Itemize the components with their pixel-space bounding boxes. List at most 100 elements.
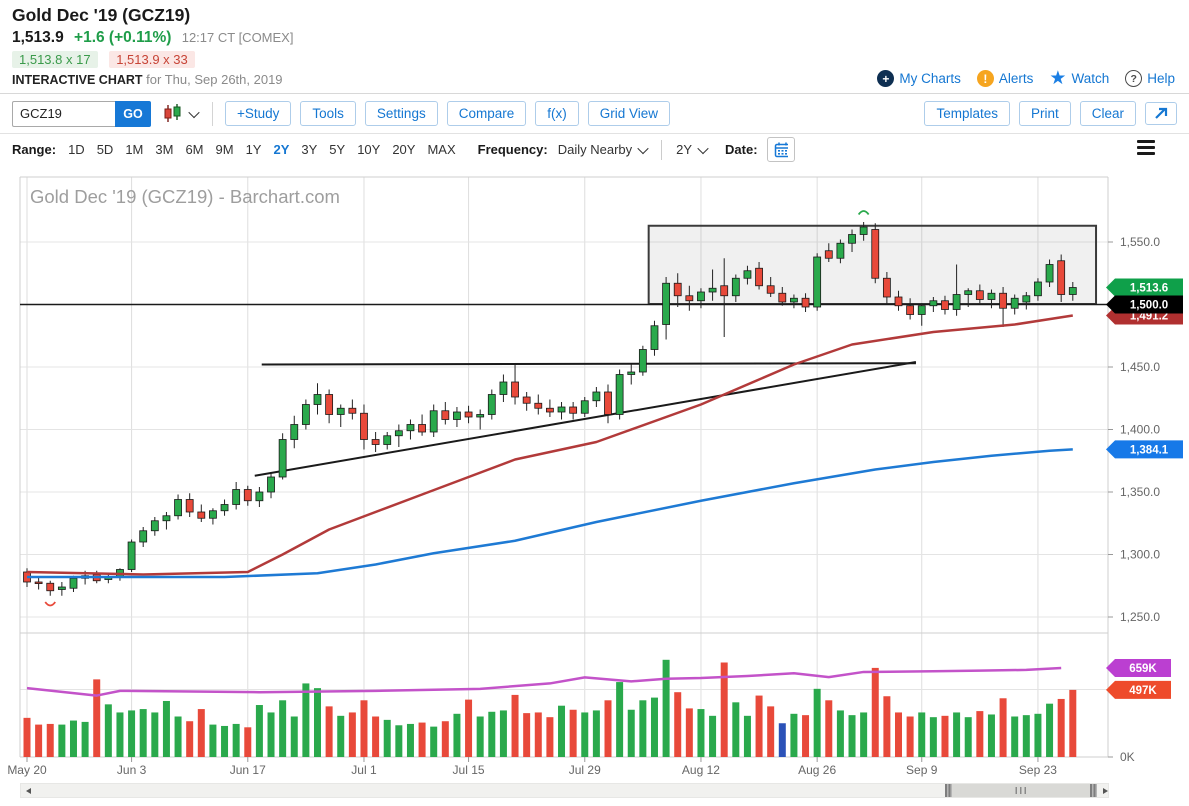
range-separator	[661, 139, 663, 160]
price-chart[interactable]: Gold Dec '19 (GCZ19) - Barchart.com 1,550…	[0, 166, 1189, 780]
question-mark-icon: ?	[1125, 70, 1143, 87]
svg-text:Jul 29: Jul 29	[569, 763, 601, 777]
range-option-max[interactable]: MAX	[427, 142, 456, 157]
go-button[interactable]: GO	[115, 100, 151, 127]
chart-scrollbar-thumb[interactable]	[945, 784, 1097, 797]
svg-text:Jun 17: Jun 17	[230, 763, 266, 777]
range-option-20y[interactable]: 20Y	[392, 142, 416, 157]
red-moving-average-line	[26, 314, 1073, 576]
interactive-chart-label: INTERACTIVE CHART	[12, 73, 143, 87]
quote-time: 12:17 CT [COMEX]	[181, 30, 294, 45]
scrollbar-left-arrow-icon[interactable]	[26, 788, 31, 794]
watch-link[interactable]: ★ Watch	[1049, 68, 1110, 89]
price-badge	[1106, 295, 1183, 314]
toolbar-button-print[interactable]: Print	[1018, 101, 1071, 126]
price-badge	[1106, 278, 1183, 297]
scrollbar-right-handle[interactable]	[1090, 784, 1097, 797]
bid-ask-row: 1,513.8 x 17 1,513.9 x 33	[12, 51, 195, 68]
calendar-icon	[774, 142, 788, 157]
expand-chart-button[interactable]	[1145, 102, 1177, 125]
range-option-9m[interactable]: 9M	[215, 142, 234, 157]
chart-watermark: Gold Dec '19 (GCZ19) - Barchart.com	[30, 186, 340, 207]
chevron-down-icon	[637, 142, 649, 154]
volume-bars-layer	[23, 659, 1077, 757]
alert-icon: !	[976, 70, 994, 87]
svg-text:1,350.0: 1,350.0	[1120, 485, 1160, 499]
scrollbar-right-arrow-icon[interactable]	[1103, 788, 1108, 794]
volume-badge	[1106, 680, 1171, 699]
toolbar-button-templates[interactable]: Templates	[924, 101, 1010, 126]
toolbar-button-study[interactable]: +Study	[225, 101, 292, 126]
price-change: +1.6 (+0.11%)	[74, 29, 172, 46]
period-dropdown[interactable]: 2Y	[676, 142, 709, 157]
toolbar-button-clear[interactable]: Clear	[1079, 101, 1136, 126]
range-option-1d[interactable]: 1D	[68, 142, 85, 157]
toolbar-button-grid-view[interactable]: Grid View	[587, 101, 671, 126]
candles-layer	[23, 222, 1077, 596]
toolbar-button-compare[interactable]: Compare	[446, 101, 527, 126]
scrollbar-left-handle[interactable]	[945, 784, 952, 797]
svg-text:1,300.0: 1,300.0	[1120, 548, 1160, 562]
frequency-dropdown[interactable]: Daily Nearby	[557, 142, 649, 157]
svg-text:1,500.0: 1,500.0	[1130, 300, 1168, 312]
chart-menu-icon[interactable]	[1137, 140, 1155, 159]
scrollbar-grip-icon	[1015, 787, 1027, 794]
range-option-6m[interactable]: 6M	[185, 142, 204, 157]
chart-type-dropdown[interactable]	[163, 104, 200, 123]
help-link[interactable]: ? Help	[1125, 70, 1175, 87]
toolbar-button-f-x[interactable]: f(x)	[535, 101, 579, 126]
ask-size-badge: 1,513.9 x 33	[109, 51, 195, 68]
frequency-value: Daily Nearby	[557, 142, 633, 157]
chart-scrollbar-track[interactable]	[20, 783, 1109, 798]
range-option-1y[interactable]: 1Y	[245, 142, 262, 157]
svg-text:1,400.0: 1,400.0	[1120, 423, 1160, 437]
high-marker	[857, 210, 870, 216]
volume-badge	[1106, 659, 1171, 678]
watch-label: Watch	[1071, 71, 1110, 86]
svg-text:Sep 23: Sep 23	[1019, 763, 1057, 777]
my-charts-link[interactable]: + My Charts	[877, 70, 961, 87]
plus-circle-icon: +	[877, 70, 895, 87]
svg-text:1,550.0: 1,550.0	[1120, 235, 1160, 249]
range-option-3y[interactable]: 3Y	[301, 142, 318, 157]
svg-text:659K: 659K	[1129, 663, 1157, 675]
frequency-label: Frequency:	[477, 142, 548, 157]
symbol-input[interactable]	[12, 100, 115, 127]
page-title: Gold Dec '19 (GCZ19)	[12, 5, 191, 25]
last-price: 1,513.9	[12, 29, 64, 46]
toolbar-divider	[0, 133, 1189, 134]
star-icon: ★	[1049, 68, 1067, 89]
date-picker-button[interactable]	[766, 137, 795, 162]
header-divider	[0, 93, 1189, 94]
header-links: + My Charts ! Alerts ★ Watch ? Help	[877, 68, 1175, 89]
range-option-1m[interactable]: 1M	[125, 142, 144, 157]
volume-zero-label: 0K	[1120, 750, 1135, 764]
chart-toolbar: GO +Study Tools Settings Compare f(x) Grid Vi…	[0, 94, 1189, 133]
volume-ma-line	[26, 666, 1062, 697]
my-charts-label: My Charts	[899, 71, 961, 86]
toolbar-left-buttons: +Study Tools Settings Compare f(x) Grid View	[225, 101, 671, 126]
low-marker	[44, 601, 56, 607]
period-value: 2Y	[676, 142, 693, 157]
range-option-5y[interactable]: 5Y	[329, 142, 346, 157]
date-label: Date:	[725, 142, 758, 157]
svg-text:May 20: May 20	[7, 763, 47, 777]
chart-date: for Thu, Sep 26th, 2019	[142, 72, 283, 87]
svg-text:Aug 12: Aug 12	[682, 763, 720, 777]
alerts-link[interactable]: ! Alerts	[976, 70, 1034, 87]
blue-moving-average-line	[27, 448, 1073, 579]
annotations-layer	[20, 224, 1108, 477]
range-option-2y[interactable]: 2Y	[273, 142, 290, 157]
chart-subtitle: INTERACTIVE CHART for Thu, Sep 26th, 201…	[12, 72, 283, 87]
x-axis	[26, 757, 1039, 762]
range-option-10y[interactable]: 10Y	[357, 142, 381, 157]
ma-price-badge	[1106, 440, 1183, 459]
range-option-3m[interactable]: 3M	[155, 142, 174, 157]
chevron-down-icon	[697, 142, 709, 154]
toolbar-button-settings[interactable]: Settings	[364, 101, 438, 126]
toolbar-right-buttons: Templates Print Clear	[924, 101, 1177, 126]
svg-text:Jul 1: Jul 1	[351, 763, 377, 777]
alerts-label: Alerts	[998, 71, 1034, 86]
range-option-5d[interactable]: 5D	[96, 142, 114, 157]
toolbar-button-tools[interactable]: Tools	[300, 101, 356, 126]
